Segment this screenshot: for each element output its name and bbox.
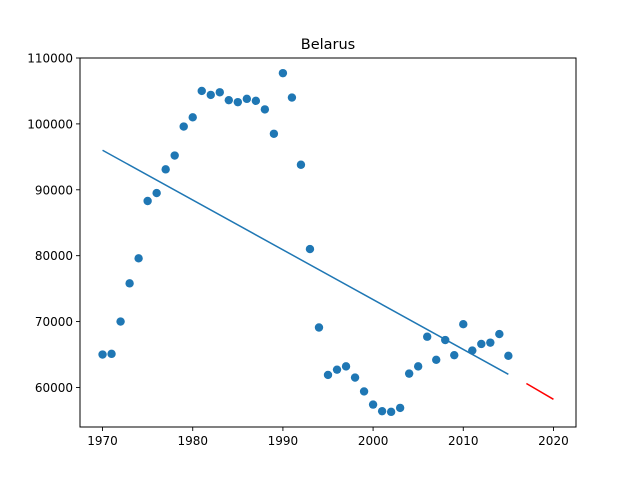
data-point — [224, 95, 233, 105]
data-point — [395, 403, 405, 413]
data-point — [368, 400, 378, 409]
data-point — [332, 365, 342, 374]
data-point — [305, 244, 315, 254]
data-point — [504, 351, 513, 361]
chart-title: Belarus — [301, 37, 356, 53]
data-point — [450, 350, 459, 360]
data-point — [377, 406, 387, 416]
x-tick-label: 1970 — [87, 434, 118, 448]
data-point — [486, 338, 495, 347]
data-point — [206, 90, 215, 100]
data-point — [287, 93, 297, 102]
data-point — [116, 317, 125, 326]
data-point — [161, 165, 170, 174]
data-point — [251, 96, 261, 106]
data-point — [404, 369, 414, 378]
data-point — [359, 387, 369, 396]
data-point — [134, 254, 143, 263]
data-point — [278, 68, 288, 78]
data-point — [350, 373, 360, 382]
y-axis: 60000 70000 80000 90000 100000 110000 — [27, 52, 80, 395]
data-point — [477, 339, 486, 349]
y-tick-label: 80000 — [35, 249, 73, 263]
data-point — [314, 323, 324, 332]
data-point — [242, 94, 252, 104]
y-tick-label: 100000 — [27, 117, 73, 131]
projection-line — [526, 382, 554, 400]
data-point — [215, 88, 224, 97]
y-tick-label: 90000 — [35, 183, 73, 197]
data-point — [423, 332, 432, 341]
data-point — [233, 97, 243, 107]
data-point — [341, 362, 351, 371]
x-tick-label: 2000 — [358, 434, 389, 448]
x-tick-label: 1990 — [268, 434, 299, 448]
data-point — [323, 370, 333, 380]
data-point — [296, 160, 306, 169]
data-point — [386, 407, 396, 417]
x-tick-label: 2010 — [448, 434, 479, 448]
data-point — [197, 86, 206, 96]
data-point — [269, 129, 279, 138]
data-point — [188, 113, 197, 122]
x-tick-label: 2020 — [538, 434, 569, 448]
x-tick-label: 1980 — [177, 434, 208, 448]
trend-line — [102, 149, 509, 375]
data-point — [179, 122, 188, 131]
data-point — [459, 320, 468, 329]
data-point — [152, 188, 161, 198]
data-point — [495, 329, 504, 339]
data-point — [125, 279, 134, 288]
plot-area — [98, 68, 554, 417]
axes-frame — [79, 57, 577, 428]
data-point — [98, 350, 107, 359]
data-point — [143, 196, 152, 206]
x-axis: 1970 1980 1990 2000 2010 2020 — [87, 427, 569, 448]
y-tick-label: 70000 — [35, 315, 73, 329]
data-point — [413, 362, 423, 371]
data-point — [107, 349, 116, 359]
y-tick-label: 60000 — [35, 381, 73, 395]
data-point — [170, 151, 179, 160]
data-point — [432, 355, 441, 364]
data-point — [260, 105, 270, 114]
y-tick-label: 110000 — [27, 52, 73, 66]
